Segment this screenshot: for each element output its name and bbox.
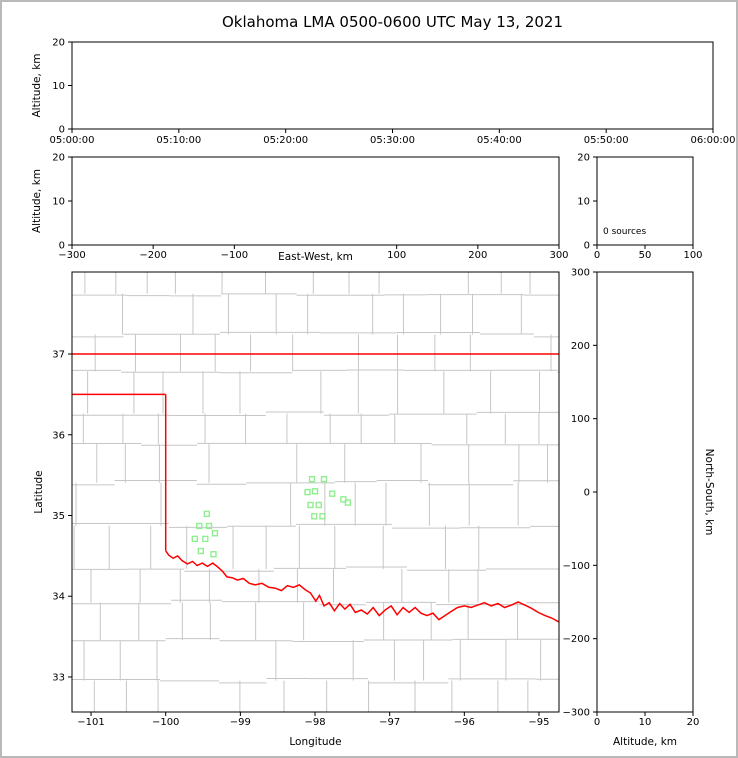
ns-x-tick-label: 20	[687, 717, 700, 728]
panel-time-height-frame	[71, 41, 714, 130]
time-tick-label: 05:50:00	[584, 135, 629, 146]
ew-tick-label: 200	[468, 250, 487, 261]
station-marker	[304, 488, 311, 496]
ns-x-tick-label: 0	[594, 717, 600, 728]
station-marker	[210, 551, 217, 558]
altitude-tick-label: 0	[59, 241, 65, 252]
ns-x-tick-label: 10	[639, 717, 652, 728]
altitude-tick-label: 10	[52, 81, 65, 92]
longitude-tick-label: −95	[528, 717, 549, 728]
latitude-tick-label: 37	[52, 350, 65, 361]
source-count-annotation: 0 sources	[603, 227, 646, 237]
altitude-tick-label: 20	[52, 38, 65, 49]
map-content	[72, 272, 559, 712]
station-marker	[311, 513, 318, 520]
latitude-tick-label: 34	[52, 592, 65, 603]
station-marker	[344, 499, 352, 506]
station-marker	[202, 535, 209, 543]
ew-tick-label: −300	[58, 250, 85, 261]
station-marker	[319, 513, 326, 520]
altitude-tick-label: 20	[52, 153, 65, 164]
time-tick-label: 05:40:00	[477, 135, 522, 146]
northsouth-tick-label: −100	[563, 561, 590, 572]
time-tick-label: 05:20:00	[263, 135, 308, 146]
ew-tick-label: −100	[221, 250, 248, 261]
longitude-tick-label: −100	[152, 717, 179, 728]
ew-tick-label: 100	[387, 250, 406, 261]
hist-x-tick-label: 100	[683, 250, 702, 261]
station-marker	[340, 496, 347, 503]
latitude-tick-label: 33	[52, 672, 65, 683]
state-border-red-river	[165, 550, 559, 623]
northsouth-tick-label: 100	[571, 414, 590, 425]
northsouth-tick-label: −300	[563, 708, 590, 719]
time-tick-label: 05:30:00	[370, 135, 415, 146]
station-marker	[311, 488, 319, 495]
station-marker	[191, 535, 199, 543]
northsouth-tick-label: 0	[584, 488, 590, 499]
longitude-tick-label: −99	[230, 717, 251, 728]
time-tick-label: 05:00:00	[50, 135, 95, 146]
hist-x-tick-label: 0	[594, 250, 600, 261]
station-marker	[320, 475, 328, 483]
northsouth-tick-label: 300	[571, 268, 590, 279]
station-marker	[211, 530, 219, 537]
altitude-tick-label: 20	[577, 153, 590, 164]
station-marker	[197, 547, 204, 555]
time-tick-label: 05:10:00	[156, 135, 201, 146]
altitude-tick-label: 10	[52, 197, 65, 208]
y-axis-label-latitude: Latitude	[33, 470, 45, 513]
station-marker	[315, 501, 322, 509]
hist-x-tick-label: 50	[639, 250, 652, 261]
station-marker	[307, 501, 314, 509]
y-axis-label-altitude: Altitude, km	[31, 169, 43, 233]
station-marker	[308, 475, 316, 483]
panel-alt-histogram-frame	[596, 156, 694, 246]
station-marker	[328, 490, 336, 497]
y-axis-label-altitude: Altitude, km	[31, 53, 43, 117]
longitude-tick-label: −98	[304, 717, 325, 728]
y-axis-label-northsouth: North-South, km	[703, 449, 715, 536]
northsouth-tick-label: −200	[563, 634, 590, 645]
x-axis-label-longitude: Longitude	[289, 736, 341, 748]
longitude-tick-label: −96	[454, 717, 475, 728]
x-axis-label-eastwest: East-West, km	[278, 251, 353, 263]
panel-ew-height-frame	[71, 156, 560, 246]
plot-title: Oklahoma LMA 0500-0600 UTC May 13, 2021	[221, 13, 564, 31]
latitude-tick-label: 36	[52, 430, 65, 441]
time-tick-label: 06:00:00	[691, 135, 736, 146]
station-marker	[203, 510, 210, 518]
ew-tick-label: −200	[139, 250, 166, 261]
station-marker	[196, 522, 203, 530]
ew-tick-label: 300	[549, 250, 568, 261]
northsouth-tick-label: 200	[571, 341, 590, 352]
longitude-tick-label: −101	[77, 717, 104, 728]
altitude-tick-label: 10	[577, 197, 590, 208]
station-marker	[205, 522, 213, 530]
panel-plan-view-frame	[71, 271, 560, 713]
altitude-tick-label: 0	[59, 125, 65, 136]
x-axis-label-altitude: Altitude, km	[613, 736, 677, 748]
altitude-tick-label: 0	[584, 241, 590, 252]
latitude-tick-label: 35	[52, 511, 65, 522]
panel-ns-height-frame	[596, 271, 694, 713]
longitude-tick-label: −97	[379, 717, 400, 728]
